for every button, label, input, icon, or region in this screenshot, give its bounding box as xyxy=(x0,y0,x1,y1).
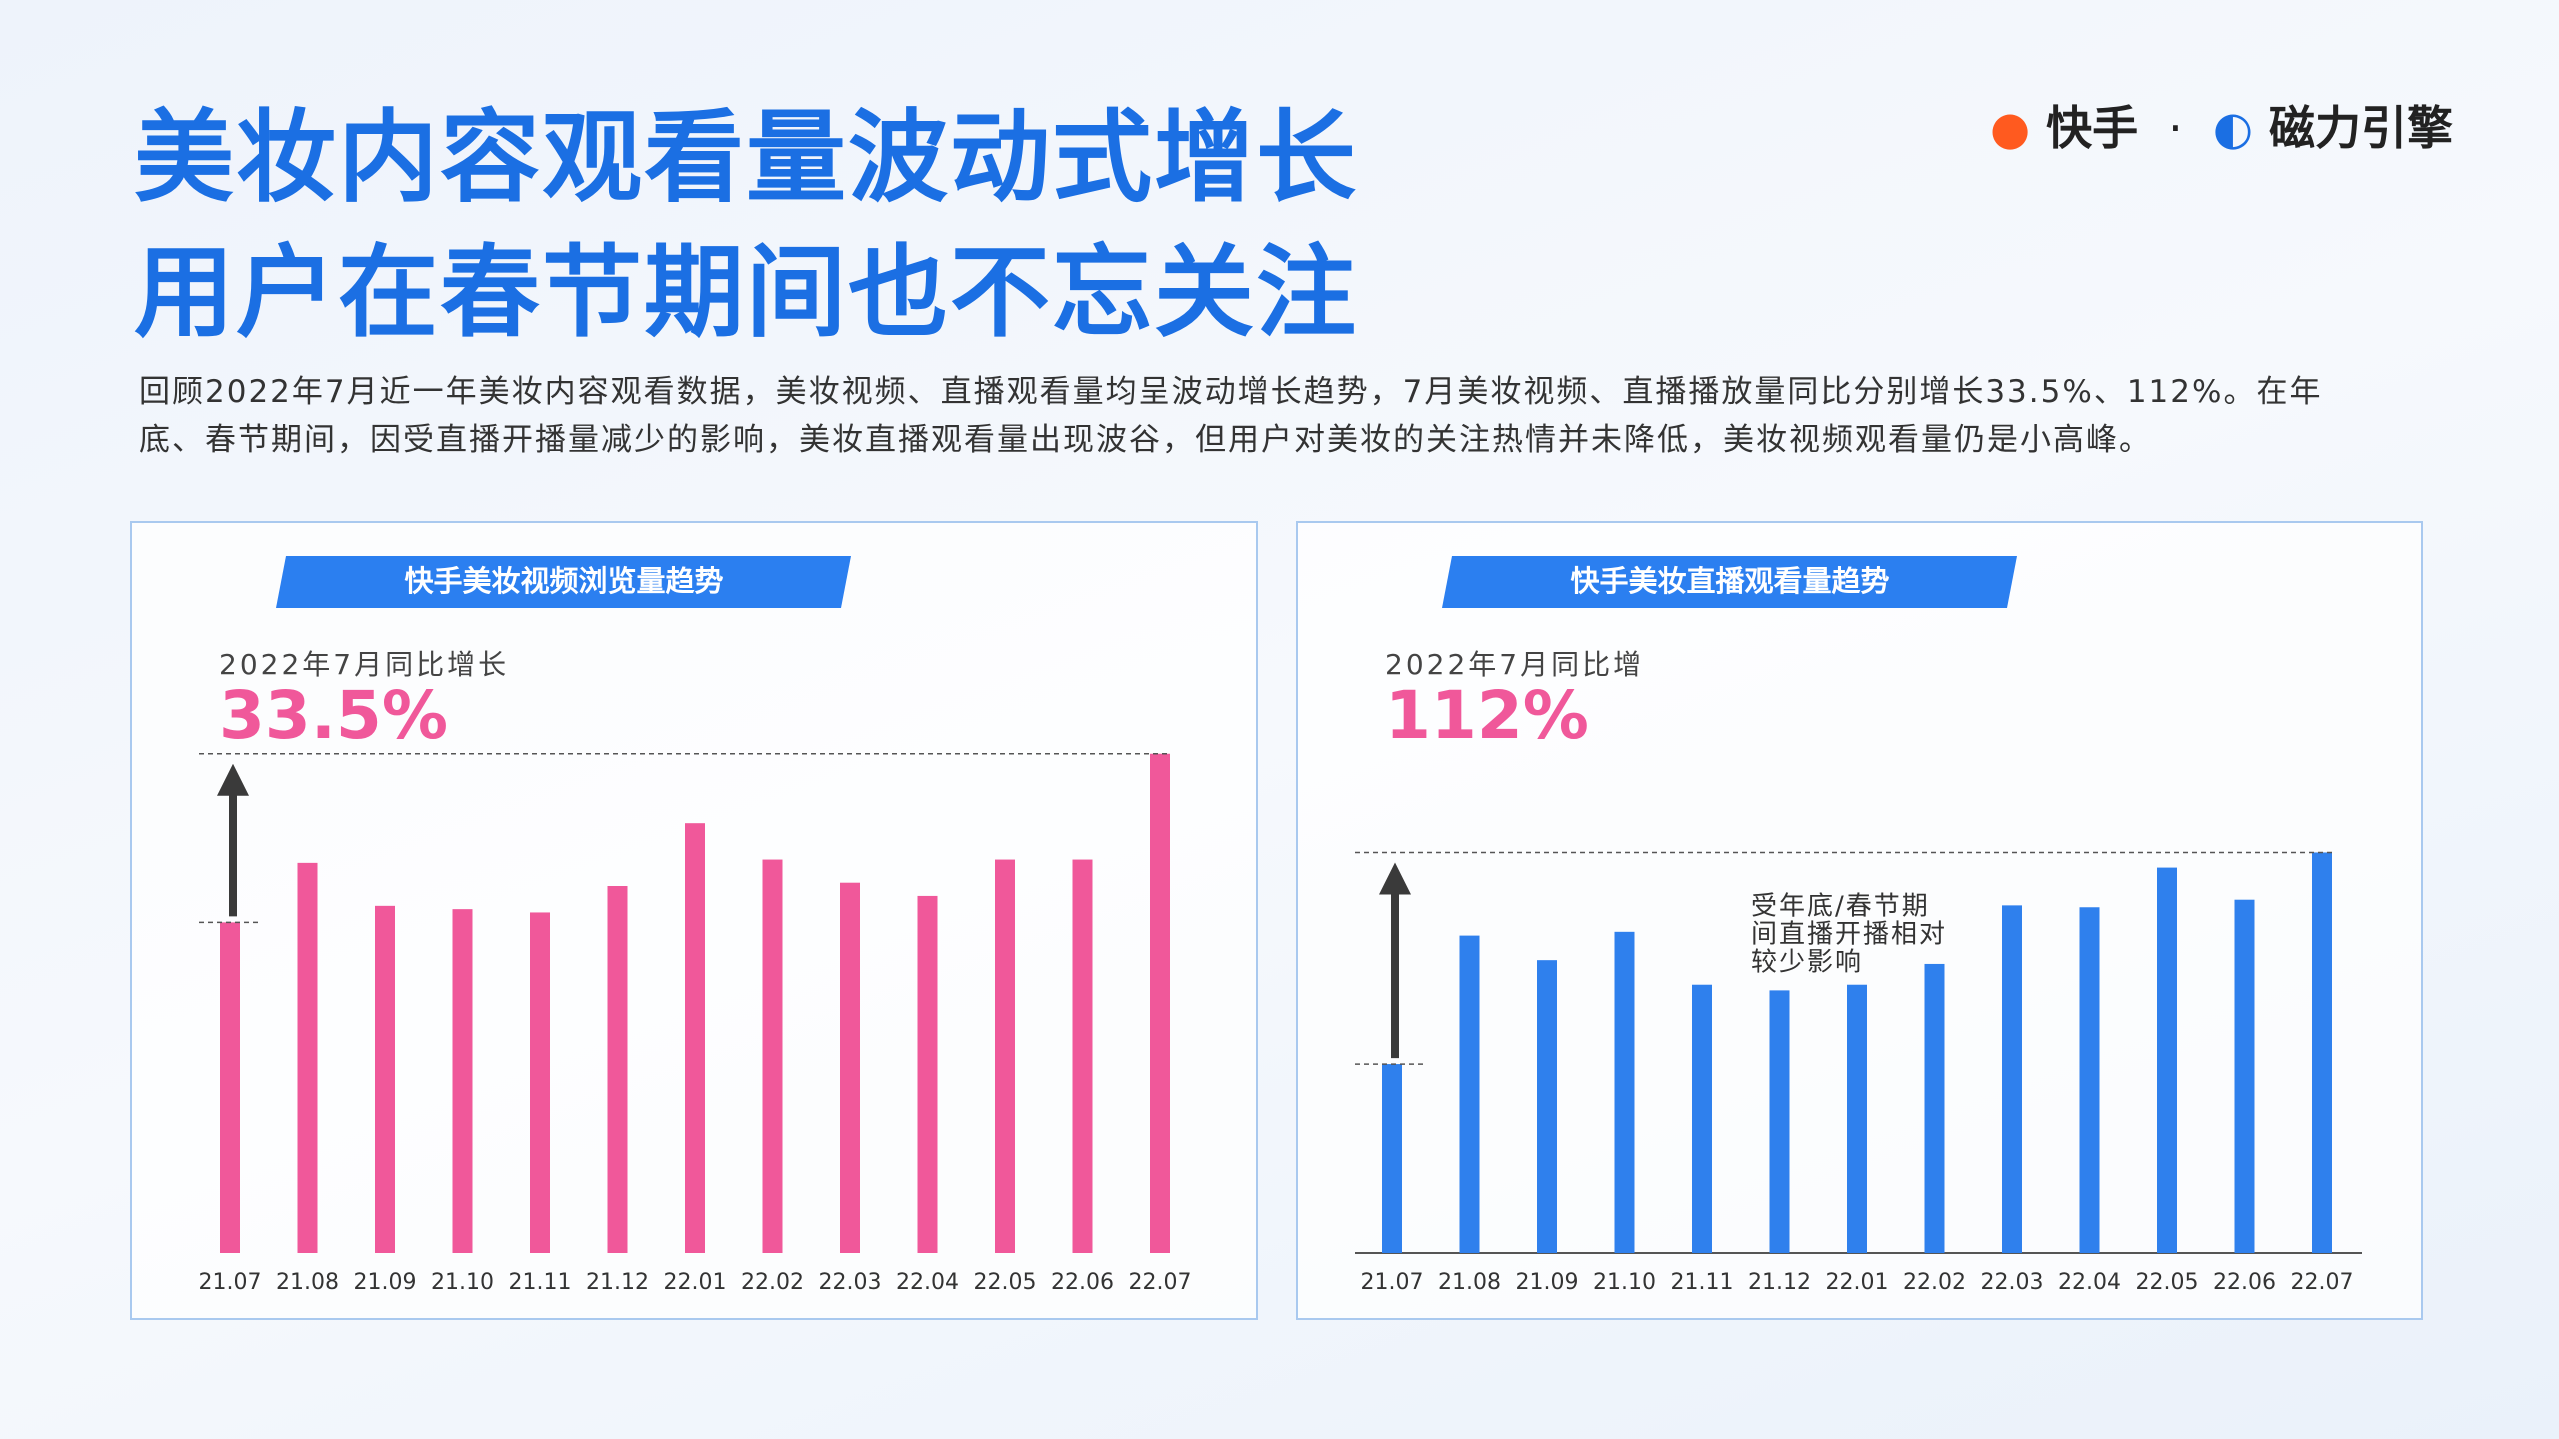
bar xyxy=(1692,984,1712,1253)
bar xyxy=(607,886,628,1253)
note: 间直播开播相对 xyxy=(1751,920,1947,950)
logo-partner: 磁力引擎 xyxy=(2268,101,2453,155)
bar xyxy=(1382,1064,1402,1253)
x-tick-label: 22.05 xyxy=(2136,1270,2199,1295)
x-tick-label: 22.01 xyxy=(664,1270,727,1295)
x-tick-label: 22.02 xyxy=(1903,1270,1966,1295)
x-tick-label: 22.02 xyxy=(741,1270,804,1295)
x-tick-label: 21.08 xyxy=(1438,1270,1501,1295)
bar xyxy=(1614,931,1635,1253)
logo-separator: · xyxy=(2168,101,2183,155)
panel-title-banner xyxy=(276,556,851,608)
title-line: 用户在春节期间也不忘关注 xyxy=(134,234,1358,351)
annotation-label: 2022年7月同比增 xyxy=(1385,648,1644,681)
bar xyxy=(840,882,860,1253)
logo-icon: ◐ xyxy=(2212,101,2253,155)
x-tick-label: 22.05 xyxy=(974,1270,1037,1295)
bar xyxy=(2157,867,2177,1253)
bar xyxy=(375,905,395,1253)
bar xyxy=(2234,899,2255,1253)
bar xyxy=(762,859,783,1253)
bar xyxy=(530,912,550,1253)
x-tick-label: 22.07 xyxy=(2291,1270,2354,1295)
x-tick-label: 22.04 xyxy=(896,1270,959,1295)
x-tick-label: 22.04 xyxy=(2058,1270,2121,1295)
note: 受年底/春节期 xyxy=(1751,892,1930,922)
x-tick-label: 22.03 xyxy=(819,1270,882,1295)
x-tick-label: 22.06 xyxy=(2213,1270,2276,1295)
note: 较少影响 xyxy=(1751,948,1863,978)
logo-brand: 快手 xyxy=(2046,101,2139,155)
x-tick-label: 21.09 xyxy=(354,1270,417,1295)
description: 回顾2022年7月近一年美妆内容观看数据，美妆视频、直播观看量均呈波动增长趋势，… xyxy=(139,374,2323,458)
x-tick-label: 21.12 xyxy=(1748,1270,1811,1295)
bar xyxy=(2002,905,2022,1253)
annotation-value: 112% xyxy=(1385,677,1589,754)
x-tick-label: 22.06 xyxy=(1051,1270,1114,1295)
annotation-label: 2022年7月同比增长 xyxy=(219,648,509,681)
logo-icon: ● xyxy=(1990,101,2031,155)
x-tick-label: 21.11 xyxy=(509,1270,572,1295)
bar xyxy=(995,859,1015,1253)
bar xyxy=(917,895,938,1253)
bar xyxy=(452,909,473,1253)
bar xyxy=(1537,960,1557,1253)
bar xyxy=(1072,859,1093,1253)
x-tick-label: 22.01 xyxy=(1826,1270,1889,1295)
bar xyxy=(685,823,705,1253)
x-tick-label: 21.07 xyxy=(1361,1270,1424,1295)
x-tick-label: 21.09 xyxy=(1516,1270,1579,1295)
x-tick-label: 21.12 xyxy=(586,1270,649,1295)
bar xyxy=(1924,963,1945,1253)
bar xyxy=(220,922,240,1253)
x-tick-label: 21.08 xyxy=(276,1270,339,1295)
logo: ● 快手 · ◐ 磁力引擎 xyxy=(1990,92,2453,158)
x-tick-label: 21.10 xyxy=(1593,1270,1656,1295)
x-tick-label: 21.07 xyxy=(199,1270,262,1295)
annotation-value: 33.5% xyxy=(219,677,448,754)
x-tick-label: 21.10 xyxy=(431,1270,494,1295)
x-tick-label: 21.11 xyxy=(1671,1270,1734,1295)
bar xyxy=(2312,852,2332,1253)
panel-title: 快手美妆视频浏览量趋势 xyxy=(404,564,723,598)
bar xyxy=(2079,907,2100,1253)
bar xyxy=(1769,990,1790,1253)
bar xyxy=(1150,753,1170,1253)
bar xyxy=(297,862,318,1253)
bar xyxy=(1459,935,1480,1253)
title-line: 美妆内容观看量波动式增长 xyxy=(134,99,1358,216)
panel-title-banner xyxy=(1442,556,2017,608)
bar xyxy=(1847,984,1867,1253)
x-tick-label: 22.03 xyxy=(1981,1270,2044,1295)
x-tick-label: 22.07 xyxy=(1129,1270,1192,1295)
panel-title: 快手美妆直播观看量趋势 xyxy=(1570,564,1889,598)
